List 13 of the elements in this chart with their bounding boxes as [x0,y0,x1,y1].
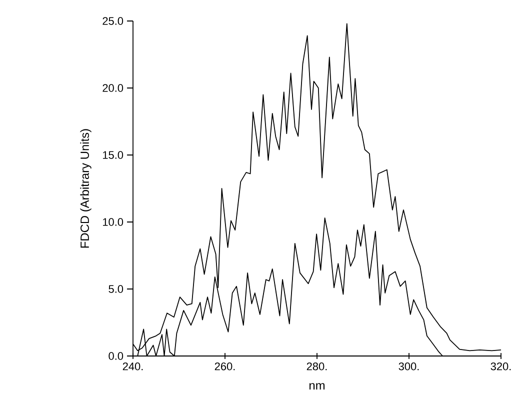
x-tick-label: 280. [306,362,327,370]
x-tick-label: 240. [122,362,143,370]
y-tick-label: 20.0 [102,84,124,92]
y-tick-label: 15.0 [103,151,124,159]
y-tick-label: 0.0 [108,352,124,360]
x-axis-title: nm [309,383,325,390]
x-tick-label: 260. [214,362,235,370]
y-tick-label: 10.0 [103,218,124,226]
x-tick-label: 320. [490,362,511,370]
y-tick-label: 5.0 [108,285,124,293]
y-axis-title: FDCD (Arbitrary Units) [80,129,92,248]
x-tick-label: 300. [398,362,419,370]
y-tick-label: 25.0 [102,17,124,25]
